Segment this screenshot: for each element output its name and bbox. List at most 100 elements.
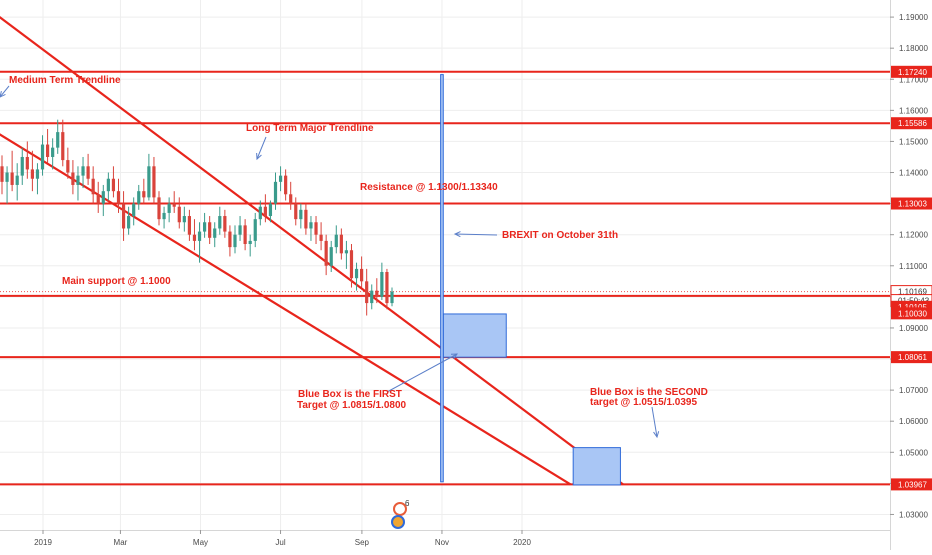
- event-badge-icon[interactable]: [393, 502, 407, 516]
- candle-body: [51, 147, 55, 157]
- candle-body: [91, 178, 95, 195]
- candle-body: [248, 240, 252, 245]
- candle-body: [304, 209, 308, 229]
- candle-body: [278, 175, 283, 182]
- candle-body: [294, 203, 298, 220]
- candle-body: [142, 191, 146, 198]
- x-tick-label: Nov: [435, 538, 449, 547]
- price-tag-label: 1.13003: [898, 200, 927, 209]
- target-boxes[interactable]: [440, 74, 621, 486]
- candle-body: [258, 206, 262, 220]
- first-target-label-line2: Target @ 1.0815/1.0800: [297, 400, 407, 411]
- candle-body: [132, 203, 136, 217]
- y-tick-label: 1.07000: [899, 386, 928, 395]
- candle-body: [228, 231, 232, 248]
- candle-body: [360, 268, 364, 282]
- y-tick-label: 1.16000: [899, 106, 928, 115]
- price-tag-label: 1.17240: [898, 68, 927, 77]
- target-box-second[interactable]: [572, 447, 621, 486]
- candle-body: [213, 228, 217, 238]
- candle-body: [268, 203, 273, 217]
- first-target-arrow-shaft: [386, 353, 458, 393]
- horizontal-levels[interactable]: [0, 70, 890, 486]
- candle-body: [314, 222, 318, 235]
- x-tick-label: 2019: [34, 538, 52, 547]
- price-tag-label: 1.08061: [898, 353, 927, 362]
- candle-body: [370, 290, 374, 304]
- candle-body: [208, 222, 212, 238]
- annotation-arrows: [0, 85, 660, 439]
- medium-trendline-arrow-shaft: [0, 85, 10, 98]
- trendline-upper[interactable]: [0, 15, 624, 486]
- second-target-label-line2: target @ 1.0515/1.0395: [590, 397, 697, 408]
- brexit-arrow-shaft: [454, 233, 498, 236]
- main-support-label: Main support @ 1.1000: [62, 276, 171, 287]
- candle-body: [390, 291, 394, 304]
- x-tick-label: May: [193, 538, 208, 547]
- candle-body: [187, 216, 192, 235]
- candle-body: [157, 197, 161, 220]
- x-tick-label: Sep: [355, 538, 370, 547]
- candle-body: [167, 203, 171, 213]
- price-tag-box: [891, 307, 932, 320]
- x-tick-label: Mar: [114, 538, 128, 547]
- candle-body: [365, 281, 369, 304]
- brexit-arrow-head: [453, 231, 461, 238]
- candle-body: [25, 156, 29, 170]
- resistance-label: Resistance @ 1.1300/1.13340: [360, 182, 498, 193]
- candle-body: [289, 194, 293, 204]
- y-tick-label: 1.09000: [899, 324, 928, 333]
- candle-body: [15, 175, 19, 185]
- candle-body: [81, 166, 85, 176]
- candle-body: [380, 271, 384, 297]
- y-tick-label: 1.03000: [899, 510, 928, 519]
- candle-body: [96, 194, 100, 204]
- y-tick-label: 1.05000: [899, 448, 928, 457]
- candle-body: [329, 247, 333, 266]
- brexit-label: BREXIT on October 31th: [502, 230, 618, 241]
- candle-body: [273, 181, 278, 204]
- candle-body: [56, 132, 60, 148]
- candle-body: [61, 132, 65, 161]
- candle-body: [116, 191, 121, 204]
- candle-body: [162, 212, 166, 220]
- medium-trendline-label: Medium Term Trendline: [9, 75, 121, 86]
- candle-body: [177, 206, 181, 223]
- price-tag-box: [891, 65, 932, 78]
- first-target-arrow-head: [450, 353, 459, 360]
- candle-body: [238, 225, 242, 235]
- price-tag-label: 1.10030: [898, 309, 927, 318]
- x-tick-label: Jul: [275, 538, 285, 547]
- candle-body: [10, 172, 14, 185]
- y-tick-label: 1.14000: [899, 169, 928, 178]
- candle-body: [5, 172, 9, 182]
- y-tick-label: 1.06000: [899, 417, 928, 426]
- price-tags: 1.172401.155861.130031.1016901:50:431.10…: [890, 65, 932, 491]
- brexit-marker-bar[interactable]: [440, 74, 444, 483]
- candle-body: [0, 166, 4, 182]
- candle-body: [30, 169, 34, 179]
- candle-body: [197, 231, 202, 241]
- candle-body: [299, 209, 303, 220]
- candle-body: [263, 206, 267, 217]
- target-box-first[interactable]: [442, 313, 507, 358]
- time-axis[interactable]: 2019 Mar May Jul Sep Nov 2020: [34, 530, 531, 547]
- event-flag-icon[interactable]: [391, 515, 405, 529]
- candle-body: [66, 160, 70, 173]
- candle-body: [284, 175, 288, 195]
- candle-body: [202, 222, 207, 232]
- second-target-arrow-shaft: [651, 406, 658, 438]
- candle-body: [86, 166, 90, 179]
- first-target-label-line1: Blue Box is the FIRST: [298, 389, 402, 400]
- candle-body: [375, 290, 379, 297]
- candle-body: [147, 166, 151, 198]
- candle-body: [40, 144, 45, 170]
- candle-body: [233, 234, 237, 248]
- candles: [0, 119, 394, 316]
- candle-body: [121, 203, 126, 229]
- price-axis[interactable]: 1.19000 1.18000 1.17000 1.16000 1.15000 1.140…: [890, 13, 928, 519]
- event-badge[interactable]: 6: [391, 499, 410, 529]
- candle-body: [253, 219, 257, 241]
